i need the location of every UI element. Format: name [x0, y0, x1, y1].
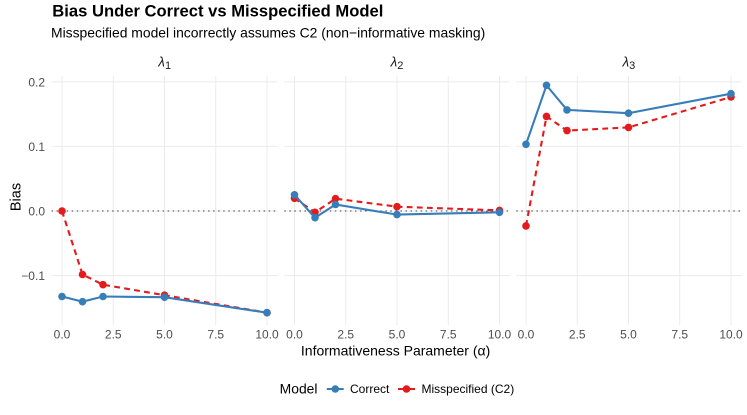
svg-text:0.2: 0.2 — [28, 75, 45, 89]
svg-text:Misspecified (C2): Misspecified (C2) — [422, 382, 515, 396]
svg-text:5.0: 5.0 — [156, 328, 173, 342]
svg-text:2.5: 2.5 — [569, 328, 586, 342]
svg-text:2.5: 2.5 — [105, 328, 122, 342]
svg-text:2.5: 2.5 — [337, 328, 354, 342]
svg-text:0.0: 0.0 — [28, 204, 45, 218]
svg-text:7.5: 7.5 — [671, 328, 688, 342]
svg-text:−0.1: −0.1 — [21, 269, 45, 283]
svg-text:7.5: 7.5 — [207, 328, 224, 342]
svg-text:λ2: λ2 — [390, 54, 404, 72]
svg-text:7.5: 7.5 — [440, 328, 457, 342]
svg-text:5.0: 5.0 — [620, 328, 637, 342]
svg-text:λ1: λ1 — [157, 54, 171, 72]
svg-text:Bias Under Correct vs Misspeci: Bias Under Correct vs Misspecified Model — [52, 1, 383, 20]
svg-text:0.0: 0.0 — [286, 328, 303, 342]
svg-text:10.0: 10.0 — [255, 328, 279, 342]
svg-text:Model: Model — [280, 380, 318, 396]
svg-text:Misspecified model incorrectly: Misspecified model incorrectly assumes C… — [51, 25, 485, 41]
svg-text:10.0: 10.0 — [488, 328, 512, 342]
svg-text:10.0: 10.0 — [719, 328, 743, 342]
svg-text:λ3: λ3 — [622, 54, 636, 72]
svg-text:0.1: 0.1 — [28, 140, 45, 154]
svg-text:5.0: 5.0 — [389, 328, 406, 342]
svg-text:Bias: Bias — [9, 183, 25, 211]
svg-text:0.0: 0.0 — [54, 328, 71, 342]
svg-text:0.0: 0.0 — [518, 328, 535, 342]
svg-text:Correct: Correct — [350, 382, 390, 396]
svg-text:Informativeness Parameter (α): Informativeness Parameter (α) — [301, 343, 490, 359]
